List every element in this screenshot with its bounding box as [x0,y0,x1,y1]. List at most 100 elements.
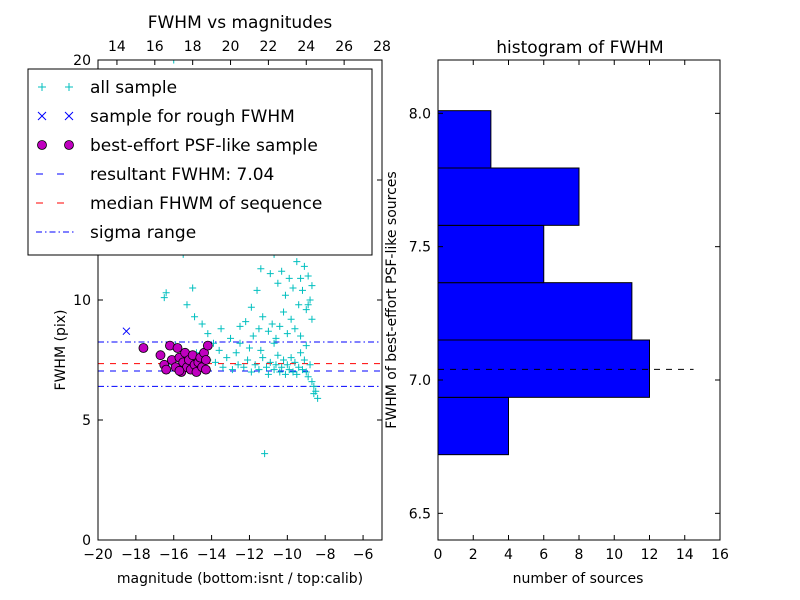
scatter-panel: −20 −18 −16 −14 −12 −10 −8 −6 14 16 18 20 22 24 26 28 0 5… [27,13,391,587]
all-sample-point [285,366,293,374]
psf-sample-point [202,340,213,351]
all-sample-point [300,262,308,270]
all-sample-point [285,274,293,282]
all-sample-point [278,267,286,275]
all-sample-point [240,363,248,371]
histogram-xtick-label: 4 [504,547,513,563]
all-sample-point [289,368,297,376]
all-sample-point [211,358,219,366]
all-sample-point [255,366,263,374]
histogram-ytick-label: 8.0 [409,106,431,122]
legend-marker-circle [37,140,47,150]
all-sample-point [283,330,291,338]
legend-label: best-effort PSF-like sample [90,136,318,156]
all-sample-point [160,294,168,302]
all-sample-point [302,342,310,350]
histogram-xtick-label: 0 [434,547,443,563]
all-sample-point [308,282,316,290]
all-sample-point [287,354,295,362]
scatter-xtick-label: −18 [121,547,151,563]
scatter-toptick-label: 18 [184,39,202,55]
histogram-xtick-label: 6 [539,547,548,563]
legend-marker-circle [64,140,74,150]
scatter-toptick-label: 26 [335,39,353,55]
scatter-toptick-label: 14 [108,39,126,55]
all-sample-point [295,363,303,371]
all-sample-point [291,358,299,366]
legend-label: sample for rough FWHM [90,107,295,127]
all-sample-point [198,320,206,328]
histogram-ytick-label: 6.5 [409,506,431,522]
all-sample-point [310,390,318,398]
all-sample-point [308,378,316,386]
histogram-xtick-label: 2 [469,547,478,563]
all-sample-point [268,320,276,328]
scatter-title: FWHM vs magnitudes [148,13,333,33]
all-sample-point [217,325,225,333]
scatter-ytick-label: 20 [73,53,91,69]
all-sample-point [304,301,312,309]
all-sample-point [266,358,274,366]
all-sample-point [245,344,253,352]
all-sample-point [264,327,272,335]
all-sample-point [302,368,310,376]
all-sample-point [247,303,255,311]
all-sample-point [298,286,306,294]
all-sample-point [272,361,280,369]
all-sample-point [223,354,231,362]
all-sample-point [289,284,297,292]
all-sample-point [257,265,265,273]
histogram-bar [437,167,580,226]
psf-sample-point [201,364,211,375]
all-sample-point [280,308,288,316]
all-sample-point [304,272,312,280]
all-sample-point [300,356,308,364]
all-sample-point [247,368,255,376]
legend-marker-plus [38,83,46,91]
all-sample-point [264,370,272,378]
all-sample-point [276,368,284,376]
all-sample-point [308,315,316,323]
scatter-ytick-label: 5 [82,413,91,429]
all-sample-point [270,339,278,347]
psf-sample-point [172,343,183,353]
scatter-toptick-label: 20 [222,39,240,55]
scatter-legend: all sample sample for rough FWHM best-effo… [27,68,373,256]
all-sample-point [306,296,314,304]
histogram-bar [437,224,545,284]
all-sample-point [293,370,301,378]
psf-sample-point [201,355,211,365]
scatter-toptick-label: 28 [373,39,391,55]
psf-sample-point [138,343,149,353]
all-sample-point [261,450,269,458]
all-sample-point [215,346,223,354]
all-sample-point [183,301,191,309]
all-sample-point [228,366,236,374]
psf-sample-point [174,365,185,376]
all-sample-point [314,394,322,402]
all-sample-point [266,270,274,278]
scatter-xtick-label: −12 [235,547,265,563]
all-sample-point [293,258,301,266]
scatter-xtick-label: −14 [197,547,227,563]
all-sample-point [310,382,318,390]
all-sample-point [306,361,314,369]
histogram-xtick-label: 8 [575,547,584,563]
legend-label: all sample [90,78,177,98]
all-sample-point [281,370,289,378]
histogram-panel: 0 2 4 6 8 10 12 14 16 6.5 7.0 7.5 8.0 histogram of FW… [384,38,729,587]
histogram-xtick-label: 14 [676,547,694,563]
legend-marker-plus [65,83,73,91]
all-sample-point [272,334,280,342]
psf-sample-point [161,364,172,375]
all-sample-point [234,361,242,369]
all-sample-point [297,349,305,357]
all-sample-point [295,301,303,309]
psf-sample-point [155,350,166,361]
scatter-toptick-label: 22 [259,39,277,55]
legend-label: resultant FWHM: 7.04 [90,165,274,185]
legend-marker-x [64,111,74,121]
histogram-bar [437,110,492,169]
scatter-xtick-label: −6 [353,547,374,563]
all-sample-point [263,363,271,371]
